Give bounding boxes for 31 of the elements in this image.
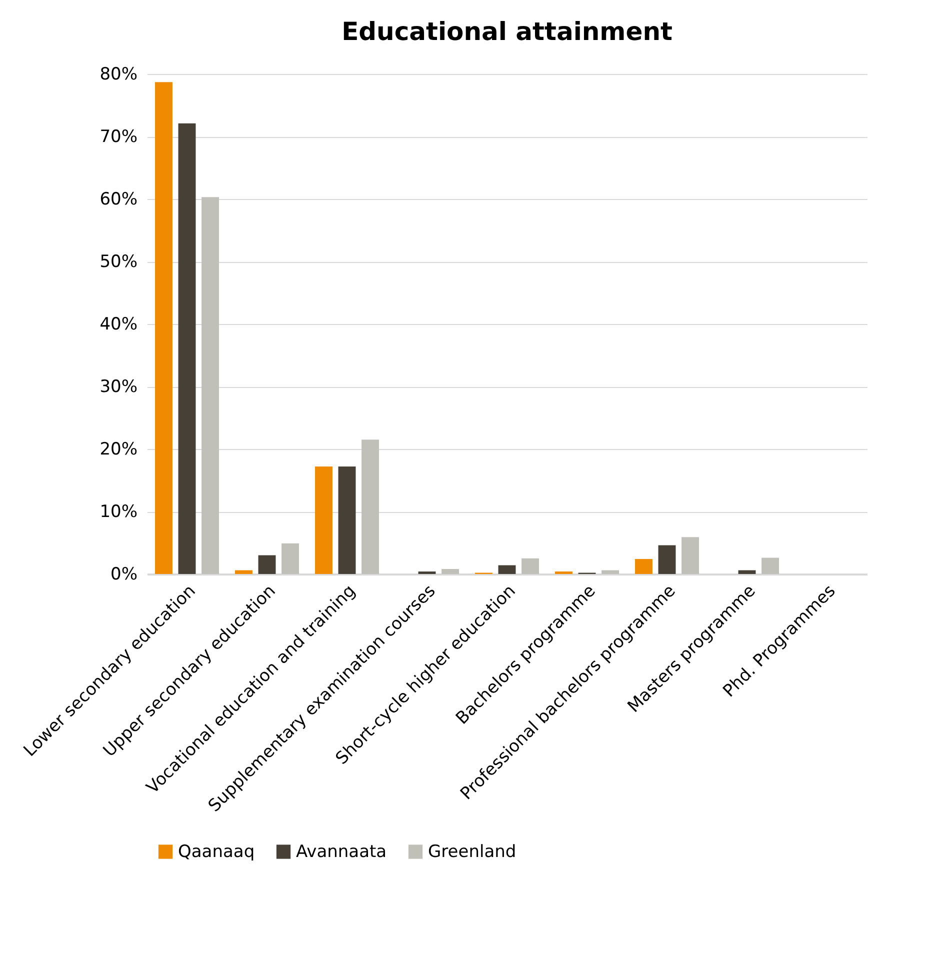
chart-title: Educational attainment	[342, 17, 672, 46]
bar	[762, 558, 779, 574]
legend-label: Greenland	[428, 842, 516, 862]
y-tick-label: 50%	[100, 252, 138, 272]
bar	[235, 570, 252, 574]
bar	[522, 558, 539, 574]
bar	[338, 466, 356, 574]
legend-label: Qaanaaq	[178, 842, 255, 862]
bar	[155, 82, 172, 574]
legend-label: Avannaata	[296, 842, 387, 862]
bar	[315, 466, 332, 574]
bar	[442, 569, 459, 574]
y-tick-label: 20%	[100, 440, 138, 460]
bar	[362, 440, 379, 574]
y-tick-label: 60%	[100, 190, 138, 210]
y-tick-label: 10%	[100, 502, 138, 522]
y-tick-label: 80%	[100, 64, 138, 84]
bar	[635, 559, 652, 574]
y-tick-label: 70%	[100, 127, 138, 147]
bar	[202, 197, 219, 574]
bar	[282, 543, 299, 574]
bar	[602, 570, 619, 574]
y-tick-label: 0%	[110, 564, 138, 584]
bar	[738, 570, 756, 574]
bar	[178, 123, 196, 574]
bar	[498, 565, 516, 574]
bar	[682, 537, 699, 574]
bar	[258, 555, 276, 574]
y-tick-label: 30%	[100, 377, 138, 397]
y-tick-label: 40%	[100, 314, 138, 334]
bar	[658, 545, 676, 574]
